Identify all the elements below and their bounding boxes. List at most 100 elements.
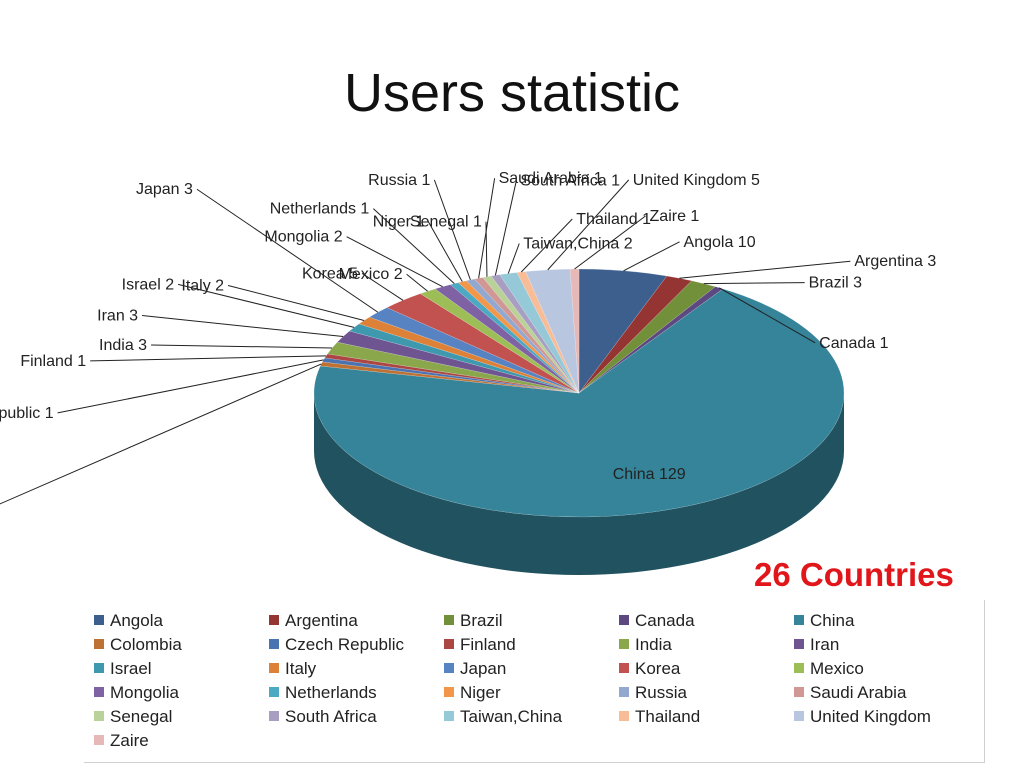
leader-line-finland [90,355,327,362]
pie-label-niger: Niger 1 [373,214,425,231]
legend-item-mexico: Mexico [794,658,864,680]
leader-line-israel [177,283,355,328]
pie-slice-china [313,288,845,518]
pie-slice-saudi-arabia [474,277,580,394]
legend-label: China [810,611,855,630]
leader-line-japan [196,188,379,313]
legend-swatch [94,735,104,745]
legend-item-canada: Canada [619,610,695,632]
legend-label: United Kingdom [810,707,931,726]
leader-line-netherlands [372,208,455,284]
pie-label-canada: Canada 1 [819,335,888,352]
pie-label-russia: Russia 1 [368,172,430,189]
leader-line-mexico [406,273,428,292]
legend-swatch [444,663,454,673]
legend-item-brazil: Brazil [444,610,503,632]
pie-label-mexico: Mexico 2 [339,266,403,283]
legend-item-thailand: Thailand [619,706,700,728]
legend-label: Korea [635,659,681,678]
legend-item-niger: Niger [444,682,501,704]
legend-swatch [794,663,804,673]
leader-line-angola [623,241,680,272]
pie-label-italy: Italy 2 [181,277,224,294]
pie-slice-south-africa [490,274,580,394]
legend-label: Brazil [460,611,503,630]
legend-swatch [94,615,104,625]
pie-chart: Angola 10 Argentina 3 Brazil 3 Canada 1 Chin… [0,170,936,575]
legend-label: Israel [110,659,152,678]
pie-label-china: China 129 [613,466,686,483]
legend-label: Mongolia [110,683,179,702]
legend-item-zaire: Zaire [94,730,149,752]
leader-line-zaire [574,215,646,270]
legend-swatch [94,687,104,697]
pie-label-taiwan-china: Taiwan,China 2 [523,236,633,253]
legend-label: India [635,635,672,654]
chart-legend: Angola Argentina Brazil Canada China Colombia… [84,600,985,763]
legend-label: Mexico [810,659,864,678]
legend-item-south-africa: South Africa [269,706,377,728]
leader-line-united-kingdom [547,179,630,271]
legend-item-united-kingdom: United Kingdom [794,706,931,728]
legend-swatch [269,615,279,625]
legend-label: Finland [460,635,516,654]
legend-label: Angola [110,611,163,630]
pie-label-finland: Finland 1 [20,353,86,370]
legend-label: Argentina [285,611,358,630]
legend-swatch [94,663,104,673]
legend-swatch [619,663,629,673]
legend-item-czech-republic: Czech Republic [269,634,404,656]
pie-slice-angola [578,268,668,394]
pie-slice-senegal [482,275,580,394]
legend-swatch [794,615,804,625]
pie-label-thailand: Thailand 1 [576,211,651,228]
pie-label-israel: Israel 2 [122,276,175,293]
pie-label-angola: Angola 10 [684,234,756,251]
legend-label: Canada [635,611,695,630]
legend-item-iran: Iran [794,634,839,656]
legend-label: Czech Republic [285,635,405,654]
legend-swatch [794,639,804,649]
pie-slice-taiwan-china [499,272,580,394]
pie-label-korea: Korea 5 [302,265,358,282]
pie-slice-zaire [569,268,580,394]
leader-line-brazil [703,282,805,285]
legend-label: Iran [810,635,840,654]
leader-line-italy [227,284,365,321]
legend-label: Russia [635,683,687,702]
country-count-badge: 26 Countries [754,556,954,593]
pie-label-netherlands: Netherlands 1 [270,201,370,218]
leader-line-iran [142,315,344,338]
pie-label-iran: Iran 3 [97,308,138,325]
leader-line-india [151,344,333,349]
pie-slice-niger [457,280,580,394]
pie-label-argentina: Argentina 3 [854,253,936,270]
leader-line-argentina [679,260,851,279]
leader-line-thailand [520,218,573,273]
legend-swatch [794,711,804,721]
legend-swatch [444,615,454,625]
legend-item-argentina: Argentina [269,610,358,632]
legend-label: Taiwan,China [460,707,563,726]
legend-swatch [269,639,279,649]
pie-side-china [314,393,844,575]
pie-label-south-africa: South Africa 1 [520,172,620,189]
legend-item-israel: Israel [94,658,152,680]
legend-swatch [444,639,454,649]
pie-slice-argentina [578,275,693,394]
leader-line-saudi-arabia [478,178,496,279]
legend-label: Niger [460,683,501,702]
legend-item-korea: Korea [619,658,680,680]
leader-line-senegal [485,221,488,277]
legend-swatch [619,711,629,721]
legend-label: South Africa [285,707,377,726]
pie-sides [314,393,844,575]
legend-swatch [619,615,629,625]
leader-line-canada [718,287,816,344]
chart-title: Users statistic [343,63,681,123]
legend-item-taiwan-china: Taiwan,China [444,706,562,728]
legend-swatch [444,687,454,697]
pie-slice-brazil [578,280,716,394]
legend-item-colombia: Colombia [94,634,182,656]
legend-item-china: China [794,610,854,632]
